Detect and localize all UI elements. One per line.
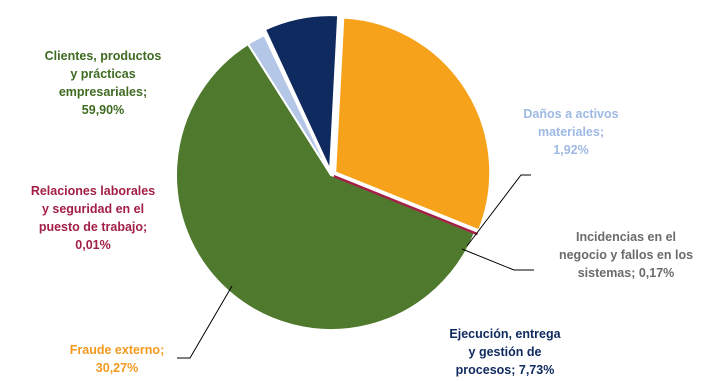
slice-label-line: 1,92% [553, 143, 588, 157]
slice-label-line: 30,27% [96, 361, 138, 375]
slice-label-line: Daños a activos [523, 107, 618, 121]
slice-label-line: Incidencias en el [576, 230, 676, 244]
slice-label-line: 59,90% [82, 103, 124, 117]
slice-label-line: 0,01% [75, 238, 110, 252]
slice-label: Clientes, productos y prácticas empresaria… [45, 49, 162, 117]
slice-label-line: Relaciones laborales [31, 184, 155, 198]
pie-slice [175, 43, 476, 331]
leader-line [466, 174, 531, 247]
slice-label-line: empresariales; [59, 85, 147, 99]
slice-label-line: y gestión de [469, 345, 542, 359]
slice-label-line: Ejecución, entrega [449, 327, 561, 341]
leader-line [177, 285, 233, 359]
leader-line [461, 248, 534, 271]
slice-label: Relaciones laborales y seguridad en el pue… [31, 184, 155, 252]
slice-label-line: Clientes, productos [45, 49, 162, 63]
slice-label: Daños a activos materiales; 1,92% [523, 107, 618, 157]
pie-slice [333, 174, 478, 236]
slice-label-line: puesto de trabajo; [39, 220, 147, 234]
slice-label: Incidencias en el negocio y fallos en los… [559, 230, 693, 280]
slice-label: Ejecución, entrega y gestión de procesos; … [449, 327, 561, 377]
pie-slice [263, 14, 340, 172]
slice-label-line: negocio y fallos en los [559, 248, 693, 262]
slice-label-line: procesos; 7,73% [456, 363, 555, 377]
slice-label-line: y seguridad en el [42, 202, 144, 216]
slice-label-line: sistemas; 0,17% [578, 266, 675, 280]
slice-label-line: y prácticas [70, 67, 135, 81]
slice-label-line: Fraude externo; [70, 343, 164, 357]
slice-label-line: materiales; [538, 125, 604, 139]
slice-label: Fraude externo; 30,27% [70, 343, 164, 375]
pie-slice [334, 16, 492, 232]
pie-slice [263, 33, 332, 176]
